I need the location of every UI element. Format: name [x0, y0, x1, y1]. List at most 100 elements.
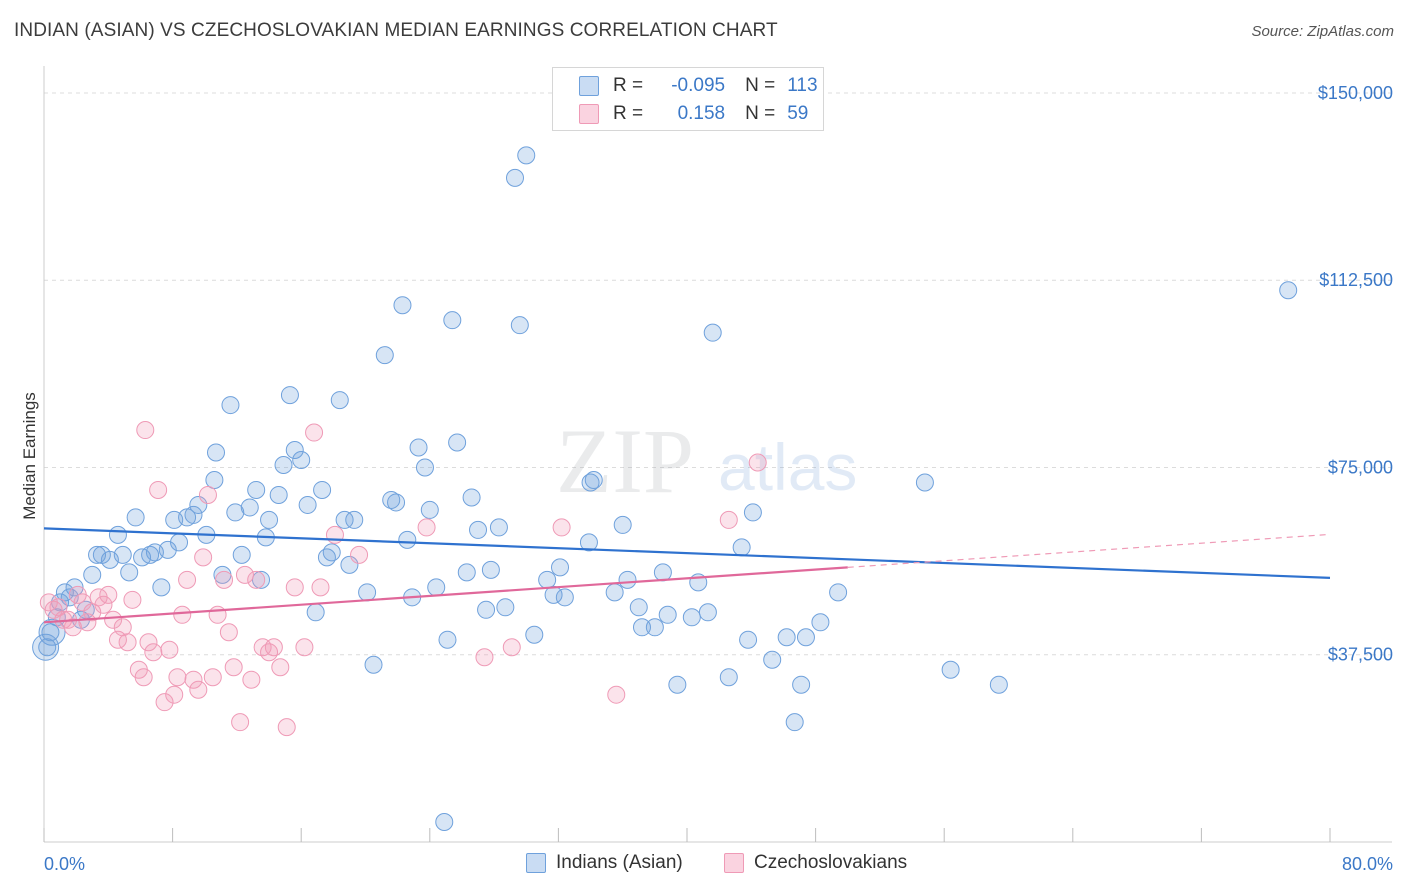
indians-point [739, 630, 758, 649]
indians-point [629, 598, 648, 617]
indians-point [226, 503, 245, 522]
indians-point [158, 540, 177, 559]
indians-point [477, 600, 496, 619]
czechoslovakians-point [118, 633, 137, 652]
indians-point [703, 323, 722, 342]
indians-point [141, 545, 160, 564]
indians-point [829, 583, 848, 602]
czechoslovakians-point [215, 570, 234, 589]
indians-point [457, 563, 476, 582]
czechoslovakians-point [264, 638, 283, 657]
czechoslovakians-point [123, 590, 142, 609]
indians-point [152, 578, 171, 597]
indians-point [941, 660, 960, 679]
indians-point [427, 578, 446, 597]
indians-point [481, 560, 500, 579]
czechoslovakians-trend-line [43, 566, 848, 624]
indians-point [313, 480, 332, 499]
indians-point [668, 675, 687, 694]
indians-point [763, 650, 782, 669]
indians-point [345, 510, 364, 529]
indians-point [538, 570, 557, 589]
series-legend: Indians (Asian) Czechoslovakians [0, 852, 1406, 878]
indians-point [113, 545, 132, 564]
czechoslovakians-point [247, 570, 266, 589]
indians-point [292, 451, 311, 469]
indians-point [393, 296, 412, 315]
czechoslovakians-point [242, 670, 261, 689]
indians-point [525, 625, 544, 644]
indians-point [269, 485, 288, 504]
czechoslovakians-point [305, 423, 324, 442]
czechoslovakians-point [719, 510, 738, 529]
czechoslovakians-point [311, 578, 330, 597]
czechoslovakians-point [219, 623, 238, 642]
czechoslovakians-point [160, 640, 179, 659]
indians-point [579, 533, 598, 552]
czechoslovakians-point [149, 480, 168, 499]
indians-point [221, 396, 240, 415]
czechoslovakians-point [63, 618, 82, 637]
indians-point [205, 470, 224, 489]
correlation-legend: R = -0.095 N = 113 R = 0.158 N = 59 [552, 67, 824, 131]
indians-point [340, 555, 359, 574]
indians-point [184, 505, 203, 524]
indians-point [613, 515, 632, 534]
czechoslovakians-point [271, 658, 290, 677]
y-tick-label: $112,500 [1319, 270, 1393, 290]
indians-point [415, 458, 434, 477]
indians-point [364, 655, 383, 674]
trend-lines [43, 527, 1331, 624]
indians-point [777, 628, 796, 647]
legend-n-label: N = [745, 103, 776, 124]
indians-point [1279, 281, 1298, 300]
legend-r-value: -0.095 [671, 75, 726, 96]
indians-point [285, 441, 304, 460]
axes [43, 66, 1392, 843]
czechoslovakians-point [208, 605, 227, 624]
czechoslovakians-point [203, 668, 222, 687]
czechoslovakians-point [113, 618, 132, 637]
watermark: ZIP atlas [556, 410, 857, 512]
indians-point [280, 386, 299, 405]
czechoslovakians-point [502, 638, 521, 657]
czechoslovakians-point [94, 595, 113, 614]
indians-point-large [38, 618, 66, 646]
tick-labels: $37,500 $75,000 $112,500 $150,000 0.0% 80.0% [44, 83, 1393, 874]
indians-point [317, 548, 336, 567]
czechoslovakians-point [134, 668, 153, 687]
czechoslovakians-point [194, 548, 213, 567]
legend-row-czechoslovakians: R = 0.158 N = 59 [553, 101, 808, 127]
indians-point [120, 563, 139, 582]
czechoslovakians-point [235, 565, 254, 584]
czechoslovakians-point [104, 610, 123, 629]
czechoslovakians-point [165, 685, 184, 704]
czechoslovakians-point [189, 680, 208, 699]
indians-point [232, 545, 251, 564]
indians-point [785, 713, 804, 732]
indians-point [732, 538, 751, 557]
indians-point [387, 493, 406, 512]
indians-point [41, 623, 60, 642]
chart-title: INDIAN (ASIAN) VS CZECHOSLOVAKIAN MEDIAN… [14, 20, 778, 41]
czechoslovakians-trend-extension [847, 533, 1331, 568]
indians-point [322, 543, 341, 562]
czechoslovakians-point [277, 718, 296, 737]
indians-point [462, 488, 481, 507]
indians-point [330, 391, 349, 410]
czechoslovakians-point [260, 643, 279, 662]
indians-point [915, 473, 934, 492]
indians-point [252, 570, 271, 589]
czechoslovakians-point [224, 658, 243, 677]
legend-row-indians: R = -0.095 N = 113 [553, 73, 818, 99]
czechoslovakians-point [748, 453, 767, 472]
indians-point [274, 455, 293, 474]
czechoslovakians-point [295, 638, 314, 657]
indians-point [438, 630, 457, 649]
indians-point [517, 146, 536, 165]
indians-point [298, 495, 317, 514]
indians-point [448, 433, 467, 452]
legend-n-value: 113 [787, 75, 818, 96]
indians-trend-line [43, 527, 1331, 579]
